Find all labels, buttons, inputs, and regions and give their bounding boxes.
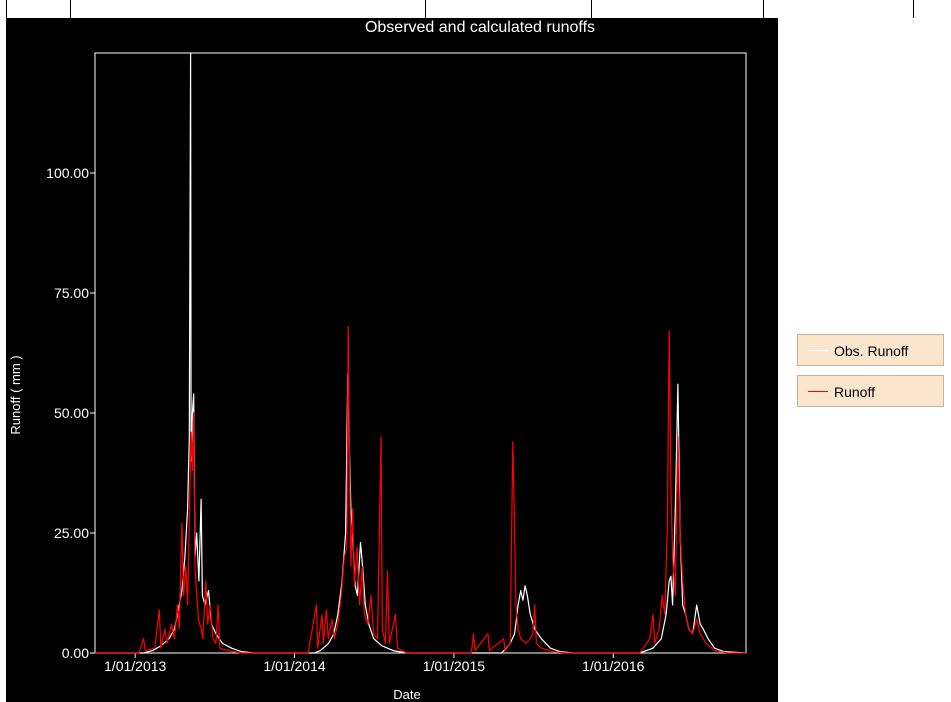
y-tick-label: 50.00 [54, 405, 89, 421]
x-tick-label: 1/01/2016 [582, 658, 644, 674]
chart-area: Observed and calculated runoffs Date Run… [6, 18, 778, 702]
y-axis-label: Runoff ( mm ) [8, 355, 23, 434]
legend-item-runoff: Runoff [797, 375, 944, 407]
plot-frame [94, 52, 747, 654]
chart-title: Observed and calculated runoffs [365, 19, 595, 36]
x-tick-label: 1/01/2015 [423, 658, 485, 674]
y-tick-label: 0.00 [62, 645, 89, 661]
table-cell-divider [70, 0, 71, 18]
table-cell-divider [6, 0, 7, 18]
y-tick-label: 25.00 [54, 525, 89, 541]
runoff-chart: Observed and calculated runoffs Date Run… [8, 19, 747, 702]
legend-label-runoff: Runoff [834, 384, 875, 400]
x-tick-label: 1/01/2013 [104, 658, 166, 674]
series-line-runoff [95, 326, 746, 654]
table-cell-divider [913, 0, 914, 18]
legend-swatch-runoff [808, 391, 828, 392]
series-line-obs-runoff [95, 52, 747, 654]
y-tick-label: 75.00 [54, 285, 89, 301]
x-tick-label: 1/01/2014 [263, 658, 325, 674]
table-cell-divider [425, 0, 426, 18]
table-cell-divider [591, 0, 592, 18]
legend-label-obs-runoff: Obs. Runoff [834, 343, 909, 359]
legend-item-obs-runoff: Obs. Runoff [797, 334, 944, 366]
legend-swatch-obs-runoff [808, 350, 828, 351]
y-tick-label: 100.00 [46, 165, 89, 181]
x-axis-label: Date [393, 687, 420, 702]
top-table-strip [0, 0, 951, 18]
table-cell-divider [763, 0, 764, 18]
